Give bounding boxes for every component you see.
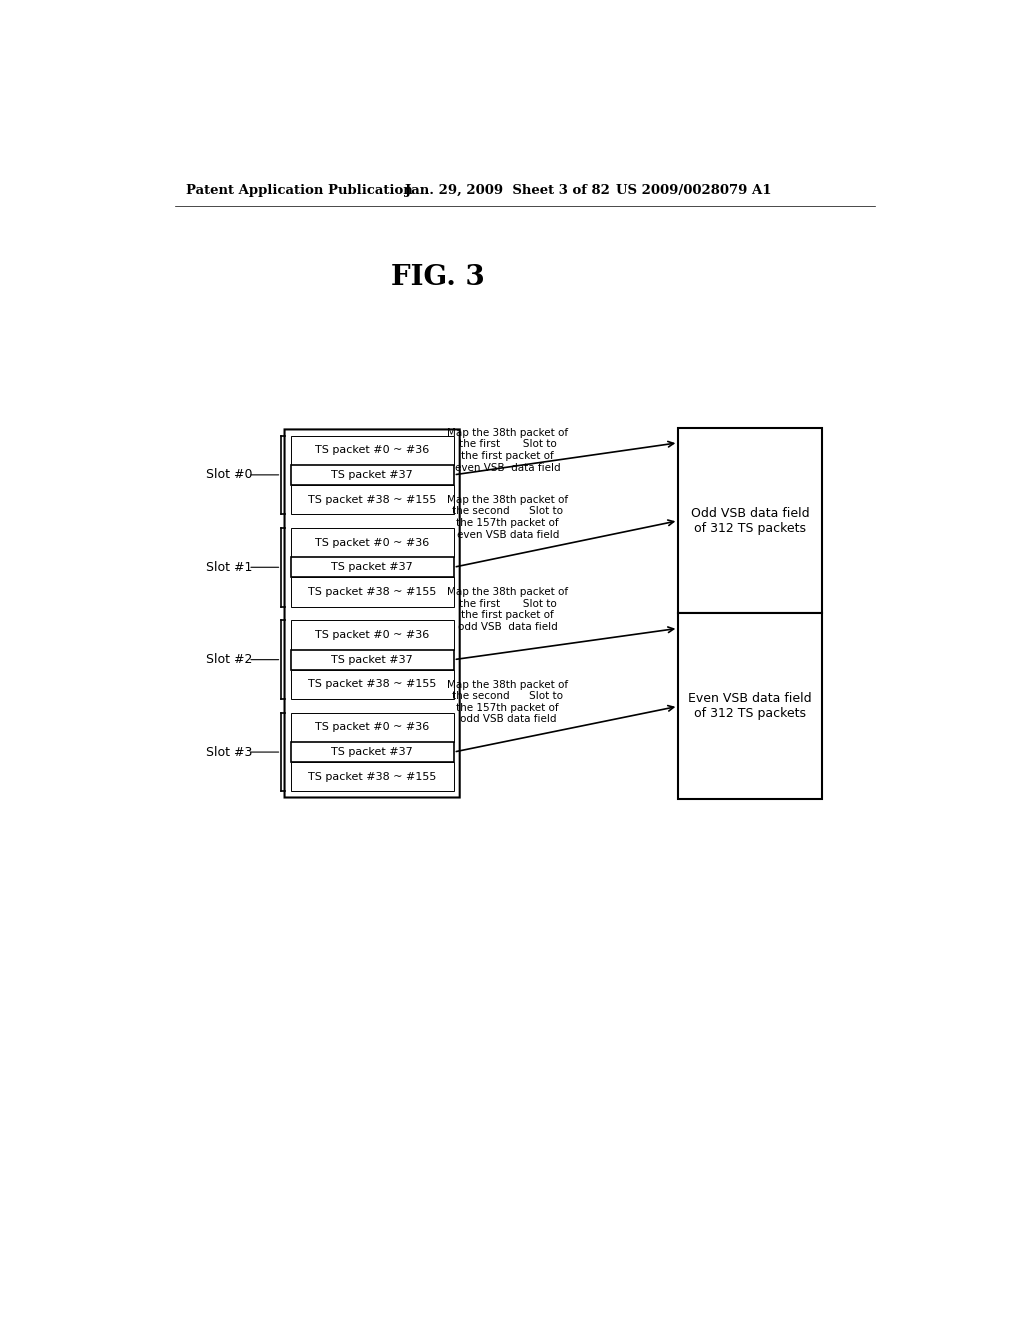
Bar	[678, 428, 821, 614]
Text: TS packet #0 ~ #36: TS packet #0 ~ #36	[315, 630, 429, 640]
Text: FIG. 3: FIG. 3	[391, 264, 485, 292]
Text: TS packet #37: TS packet #37	[331, 747, 413, 758]
Bar	[291, 620, 454, 649]
Bar	[291, 762, 454, 792]
Bar	[291, 577, 454, 607]
Text: TS packet #38 ~ #155: TS packet #38 ~ #155	[308, 495, 436, 504]
Text: TS packet #0 ~ #36: TS packet #0 ~ #36	[315, 722, 429, 733]
Text: Map the 38th packet of
the second      Slot to
the 157th packet of
even VSB data: Map the 38th packet of the second Slot t…	[447, 495, 568, 540]
Bar	[291, 649, 454, 669]
Text: Jan. 29, 2009  Sheet 3 of 82: Jan. 29, 2009 Sheet 3 of 82	[406, 185, 610, 197]
Text: TS packet #38 ~ #155: TS packet #38 ~ #155	[308, 680, 436, 689]
Text: TS packet #37: TS packet #37	[331, 562, 413, 573]
Text: Odd VSB data field
of 312 TS packets: Odd VSB data field of 312 TS packets	[690, 507, 809, 535]
Text: TS packet #0 ~ #36: TS packet #0 ~ #36	[315, 537, 429, 548]
Bar	[291, 557, 454, 577]
Text: Map the 38th packet of
the second      Slot to
the 157th packet of
odd VSB data : Map the 38th packet of the second Slot t…	[447, 680, 568, 725]
Text: Slot #0: Slot #0	[206, 469, 252, 482]
Text: TS packet #38 ~ #155: TS packet #38 ~ #155	[308, 772, 436, 781]
Bar	[291, 465, 454, 484]
Text: US 2009/0028079 A1: US 2009/0028079 A1	[616, 185, 772, 197]
Bar	[291, 713, 454, 742]
Bar	[291, 484, 454, 515]
Bar	[291, 436, 454, 465]
Bar	[291, 742, 454, 762]
Text: TS packet #37: TS packet #37	[331, 655, 413, 665]
Text: Map the 38th packet of
the first       Slot to
the first packet of
odd VSB  data: Map the 38th packet of the first Slot to…	[447, 587, 568, 632]
Text: TS packet #38 ~ #155: TS packet #38 ~ #155	[308, 587, 436, 597]
Bar	[291, 528, 454, 557]
Text: Map the 38th packet of
the first       Slot to
the first packet of
even VSB  dat: Map the 38th packet of the first Slot to…	[447, 428, 568, 473]
Text: Slot #1: Slot #1	[206, 561, 252, 574]
Bar	[291, 669, 454, 700]
Text: TS packet #37: TS packet #37	[331, 470, 413, 480]
Text: Slot #3: Slot #3	[206, 746, 252, 759]
Text: TS packet #0 ~ #36: TS packet #0 ~ #36	[315, 445, 429, 455]
Text: Even VSB data field
of 312 TS packets: Even VSB data field of 312 TS packets	[688, 692, 812, 721]
Text: Slot #2: Slot #2	[206, 653, 252, 667]
Text: Patent Application Publication: Patent Application Publication	[186, 185, 413, 197]
Bar	[678, 614, 821, 799]
FancyBboxPatch shape	[285, 429, 460, 797]
